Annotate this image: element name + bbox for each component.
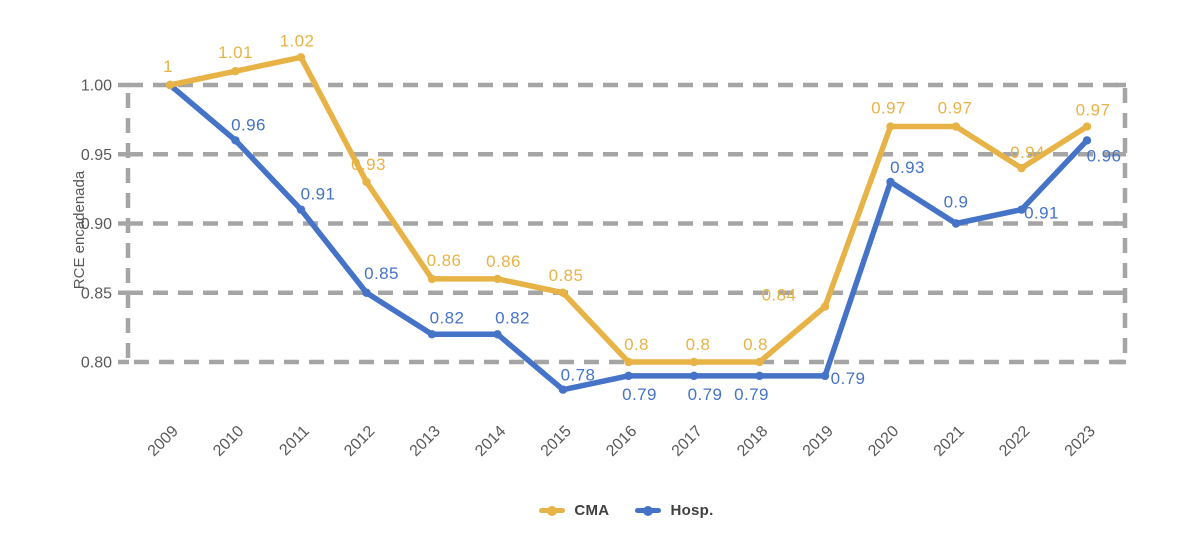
x-tick-label: 2023 (1062, 423, 1099, 460)
data-label-hosp: 0.82 (430, 308, 465, 327)
data-point-cma (689, 357, 699, 367)
data-point-hosp (624, 371, 633, 381)
data-point-hosp (886, 177, 895, 187)
x-tick-label: 2013 (407, 423, 444, 460)
data-point-cma (165, 80, 175, 90)
data-point-hosp (231, 136, 240, 145)
x-tick-label: 2021 (931, 423, 968, 460)
legend-item-hosp: Hosp. (635, 502, 713, 519)
x-tick-label: 2017 (669, 423, 706, 460)
data-label-cma: 0.86 (427, 251, 462, 270)
data-label-cma: 0.85 (549, 266, 584, 285)
data-label-cma: 1.01 (218, 43, 253, 62)
data-point-hosp (362, 288, 371, 297)
legend-item-cma: CMA (539, 502, 609, 519)
data-point-cma (951, 122, 961, 131)
y-tick-label: 0.90 (81, 216, 112, 233)
data-point-hosp (689, 371, 699, 381)
data-label-cma: 0.94 (1010, 143, 1045, 162)
data-label-hosp: 0.79 (688, 385, 723, 404)
y-axis-title: RCE encadenada (71, 170, 88, 289)
data-label-hosp: 0.78 (561, 366, 596, 385)
data-label-hosp: 0.91 (301, 185, 336, 204)
data-label-cma: 0.84 (762, 286, 797, 305)
legend: CMA Hosp. (128, 502, 1125, 519)
x-tick-label: 2018 (734, 423, 771, 460)
data-point-cma (296, 53, 306, 62)
data-point-hosp (951, 219, 961, 228)
data-point-cma (1082, 122, 1092, 131)
x-tick-label: 2020 (865, 423, 902, 460)
y-tick-label: 0.95 (81, 147, 112, 164)
x-tick-label: 2012 (341, 423, 378, 460)
data-label-cma: 0.93 (351, 155, 386, 174)
data-label-cma: 0.97 (871, 99, 906, 118)
data-label-cma: 0.8 (686, 335, 711, 354)
data-point-cma (755, 357, 764, 367)
data-point-cma (362, 177, 371, 187)
x-tick-label: 2009 (145, 423, 182, 460)
data-point-hosp (755, 371, 764, 381)
data-label-cma: 0.8 (624, 335, 649, 354)
x-tick-label: 2016 (603, 423, 640, 460)
data-label-hosp: 0.96 (231, 115, 266, 134)
data-point-hosp (1017, 205, 1026, 214)
data-label-cma: 1.02 (280, 31, 315, 50)
data-label-hosp: 0.91 (1024, 204, 1059, 223)
x-tick-label: 2022 (996, 423, 1033, 460)
data-point-hosp (558, 385, 568, 394)
x-tick-label: 2014 (472, 423, 509, 460)
data-point-cma (231, 66, 240, 76)
legend-label-hosp: Hosp. (670, 502, 714, 519)
x-tick-label: 2019 (800, 423, 837, 460)
data-point-hosp (820, 371, 830, 381)
data-point-hosp (296, 205, 306, 214)
data-label-hosp: 0.85 (364, 264, 399, 283)
data-label-hosp: 0.79 (622, 385, 657, 404)
y-tick-label: 1.00 (81, 78, 112, 95)
data-label-hosp: 0.79 (734, 385, 769, 404)
data-label-hosp: 0.79 (831, 369, 866, 388)
y-tick-label: 0.85 (81, 285, 112, 302)
data-point-cma (427, 274, 437, 284)
data-point-cma (1017, 163, 1026, 173)
x-tick-label: 2015 (538, 423, 575, 460)
data-label-cma: 0.97 (938, 99, 973, 118)
data-label-cma: 0.8 (743, 335, 768, 354)
cma-line-marker-icon (539, 505, 566, 516)
data-point-cma (558, 288, 568, 297)
data-point-cma (493, 274, 502, 284)
x-tick-label: 2010 (210, 423, 247, 460)
data-point-cma (624, 357, 633, 367)
legend-label-cma: CMA (574, 502, 610, 519)
data-label-cma: 0.86 (486, 252, 521, 271)
data-point-hosp (427, 330, 437, 339)
data-label-hosp: 0.9 (944, 193, 969, 212)
y-tick-label: 0.80 (81, 355, 112, 372)
data-label-hosp: 0.96 (1087, 146, 1122, 165)
x-tick-label: 2011 (276, 423, 312, 459)
data-point-hosp (1082, 136, 1092, 145)
data-point-cma (820, 302, 830, 311)
hosp-line-marker-icon (635, 505, 662, 516)
data-point-hosp (493, 330, 502, 339)
data-label-cma: 0.97 (1076, 101, 1111, 120)
plot-frame (125, 82, 1128, 365)
data-point-cma (886, 122, 895, 131)
data-label-hosp: 0.82 (495, 308, 530, 327)
data-label-cma: 1 (163, 57, 173, 76)
data-label-hosp: 0.93 (890, 158, 925, 177)
